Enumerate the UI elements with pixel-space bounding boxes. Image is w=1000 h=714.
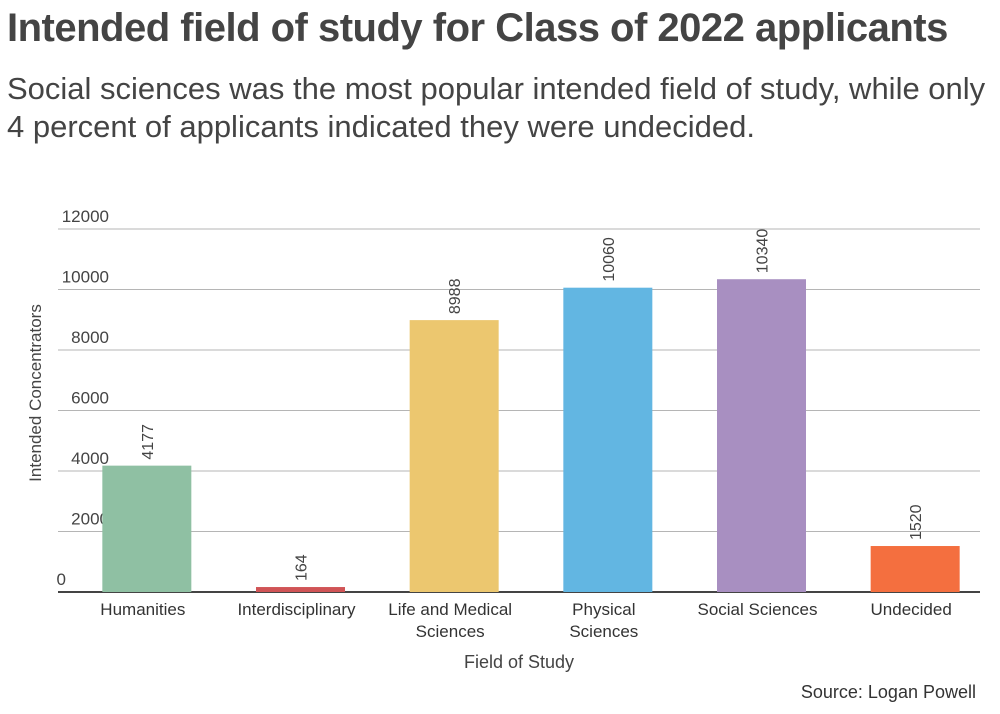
x-tick-label: Undecided [871,600,952,619]
x-tick-label: Interdisciplinary [237,600,356,619]
x-tick-label: Sciences [569,622,638,641]
bar-interdisciplinary [256,587,345,592]
y-tick-label: 12000 [62,207,109,226]
x-axis-title: Field of Study [464,652,574,672]
chart-subtitle: Social sciences was the most popular int… [7,71,986,144]
bar-social-sciences [717,279,806,592]
bar-physical-sciences [563,287,653,592]
chart-title: Intended field of study for Class of 202… [7,6,948,50]
y-tick-label: 6000 [71,389,109,408]
x-tick-label: Physical [572,600,635,619]
y-tick-label: 10000 [62,268,109,287]
bar-life-and-medical-sciences [409,320,499,592]
y-axis-title: Intended Concentrators [26,304,45,482]
y-tick-label: 2000 [71,510,109,529]
x-tick-label: Sciences [416,622,485,641]
bar-humanities [102,465,192,592]
bar-undecided [870,546,960,592]
data-label: 164 [294,554,311,581]
data-label: 10060 [601,237,618,282]
y-tick-label: 4000 [71,449,109,468]
x-tick-label: Social Sciences [697,600,817,619]
data-label: 10340 [755,229,772,274]
x-tick-label: Humanities [100,600,185,619]
x-tick-label: Life and Medical [388,600,512,619]
data-label: 8988 [447,278,464,314]
data-label: 1520 [908,504,925,540]
source-note: Source: Logan Powell [800,682,976,702]
data-label: 4177 [140,424,157,460]
y-tick-label: 8000 [71,328,109,347]
y-tick-label: 0 [57,570,66,589]
